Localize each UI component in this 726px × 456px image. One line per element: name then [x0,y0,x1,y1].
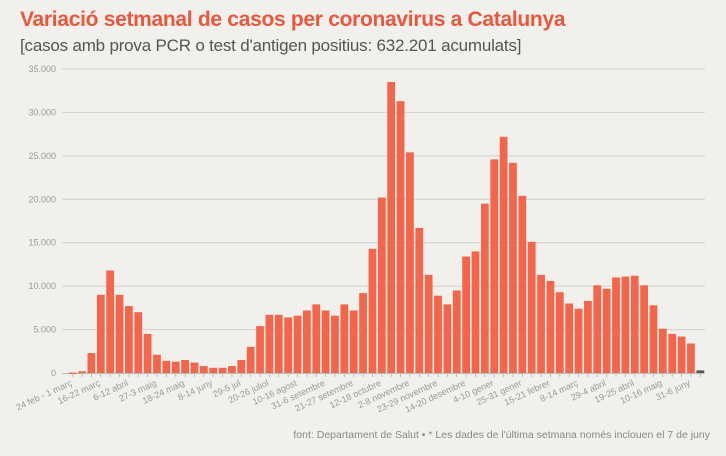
bar [527,241,536,373]
bar [302,310,311,373]
bar [340,304,349,373]
bar [649,305,658,373]
bar [228,366,236,373]
bar [509,162,517,373]
y-tick-label: 30.000 [28,107,56,117]
bar [696,370,705,373]
bar [256,326,264,373]
bar [565,303,574,373]
bar [153,354,161,373]
bar [125,306,133,373]
bar [434,295,442,373]
y-tick-label: 15.000 [28,238,56,248]
y-tick-label: 25.000 [28,151,56,161]
bar [499,136,508,373]
bar [321,310,330,373]
bar [171,361,180,373]
bar [480,203,489,373]
bar [274,314,283,373]
bar [677,336,686,373]
y-tick-label: 5.000 [33,325,56,335]
bar [209,367,218,373]
bar [349,310,358,373]
bar [612,277,620,373]
bar [396,101,405,373]
bar [181,359,189,373]
y-tick-label: 35.000 [28,64,56,74]
y-tick-label: 10.000 [28,281,56,291]
bar [87,353,96,373]
bar [246,346,255,373]
bar [546,280,555,373]
bar [143,333,152,373]
bar [443,304,452,373]
bar [368,248,377,373]
bar [602,288,611,373]
bar [415,227,424,373]
y-tick-label: 20.000 [28,194,56,204]
y-tick-label: 0 [51,368,56,378]
bar [96,294,105,373]
bar [687,343,695,373]
bar [668,333,677,373]
bar [162,360,171,373]
bar [640,285,648,373]
source-note: font: Departament de Salut • * Les dades… [293,429,710,441]
chart-title: Variació setmanal de casos per coronavir… [20,8,566,31]
bar [359,293,367,373]
bar [424,274,433,373]
bar [331,315,339,373]
bar [658,328,667,373]
bar [387,82,396,374]
bar [593,285,602,373]
bar [237,359,246,373]
bar [312,304,321,373]
chart-subtitle: [casos amb prova PCR o test d'antigen po… [20,36,522,55]
bar [284,317,293,373]
bar [490,159,499,373]
bar [265,314,274,373]
bar [199,366,208,373]
bar [537,274,545,373]
bar [630,275,639,373]
bar [293,315,302,373]
bar [190,362,199,373]
bar [518,195,527,373]
bar [134,312,143,373]
bar [555,292,564,373]
bar [218,367,227,373]
bar [462,256,471,373]
bar [78,371,86,373]
bar [471,251,480,373]
bar [106,270,115,373]
bar [574,308,583,373]
bar [452,290,461,373]
bar [406,152,414,373]
bar [115,294,124,373]
bar [621,276,630,373]
bar [584,300,592,373]
bar [377,197,386,373]
